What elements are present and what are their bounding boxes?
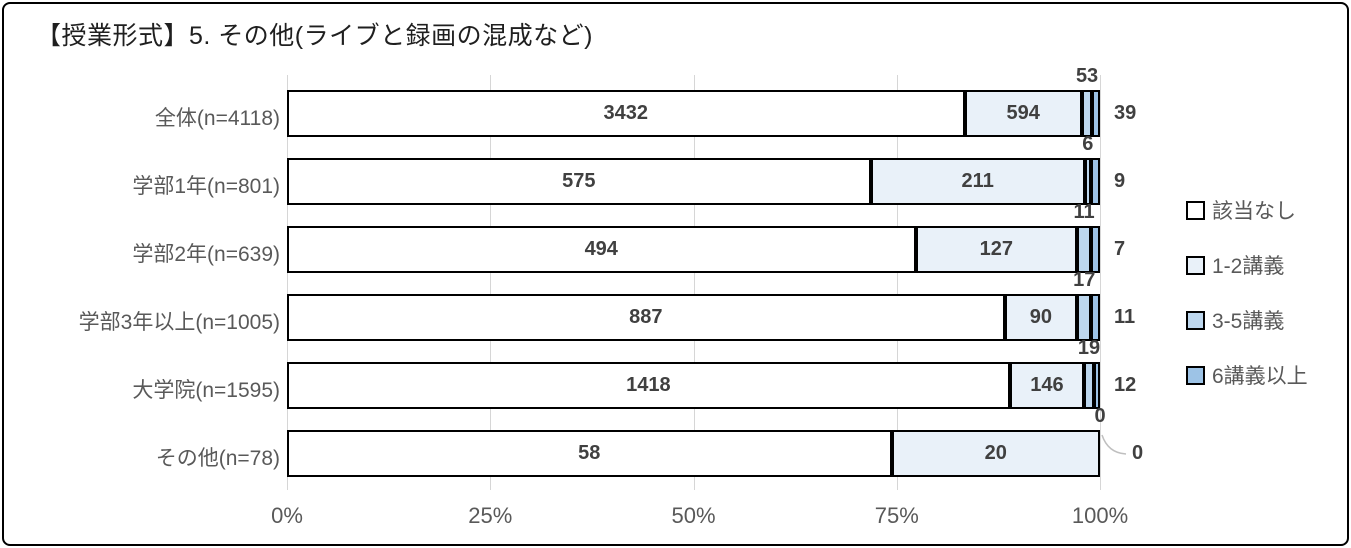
bar-segment-該当なし (287, 430, 892, 477)
legend-swatch-icon (1186, 255, 1205, 275)
category-label: 学部2年(n=639) (132, 242, 280, 266)
bar-value-label-above: 17 (1073, 269, 1096, 291)
bar-value-label: 575 (562, 170, 596, 192)
bar-value-label-right: 7 (1114, 237, 1126, 260)
bar-value-label: 146 (1030, 374, 1064, 396)
legend-swatch-icon (1186, 200, 1205, 220)
bar-value-label: 127 (979, 238, 1013, 260)
bar-segment-6講義以上 (1091, 226, 1100, 273)
bar-value-label: 3432 (603, 102, 649, 124)
bar-row: 494 127 (287, 226, 1100, 273)
bar-value-label: 494 (584, 238, 618, 260)
bar-segment-3-5講義 (1084, 158, 1091, 205)
bar-segment-6講義以上 (1093, 362, 1100, 409)
bar-segment-3-5講義 (1077, 226, 1092, 273)
bar-value-label: 887 (629, 306, 663, 328)
legend-label: 該当なし (1212, 200, 1296, 223)
bar-value-label: 58 (578, 442, 601, 464)
bar-segment-該当なし (287, 294, 1005, 341)
bar-value-label-right: 39 (1114, 101, 1137, 124)
bar-value-label-above: 0 (1094, 405, 1106, 427)
bar-segment-1-2講義 (870, 158, 1085, 205)
category-label: その他(n=78) (155, 446, 280, 470)
bar-segment-1-2講義 (891, 430, 1100, 477)
gridline (287, 75, 288, 490)
category-label: 学部1年(n=801) (132, 174, 280, 198)
bar-segment-6講義以上 (1091, 294, 1100, 341)
bar-value-label: 594 (1006, 102, 1040, 124)
bar-value-label-right: 12 (1114, 373, 1137, 396)
bar-row: 1418 146 (287, 362, 1100, 409)
category-label: 大学院(n=1595) (132, 378, 280, 402)
bar-value-label: 20 (984, 442, 1007, 464)
plot-area: 3432 594 53 39 575 211 6 9 494 127 11 7 887 90 17 11 141… (287, 65, 1143, 490)
bar-row: 3432 594 (287, 90, 1100, 137)
legend-swatch-icon (1186, 365, 1205, 385)
category-label: 全体(n=4118) (154, 106, 280, 130)
gridline (896, 75, 898, 490)
legend-label: 3-5講義 (1212, 310, 1285, 333)
legend-item: 1-2講義 (1186, 253, 1308, 278)
bar-row: 887 90 (287, 294, 1100, 341)
bar-value-label: 211 (961, 170, 994, 192)
chart-title: 【授業形式】5. その他(ライブと録画の混成など) (36, 22, 593, 50)
bar-value-label-above: 19 (1077, 337, 1101, 359)
legend-label: 1-2講義 (1212, 255, 1285, 278)
bar-segment-1-2講義 (915, 226, 1078, 273)
x-axis-tick: 75% (874, 503, 919, 528)
gridline (490, 75, 492, 490)
bar-row: 575 211 (287, 158, 1100, 205)
bar-segment-該当なし (287, 158, 871, 205)
bar-segment-6講義以上 (1092, 90, 1100, 137)
bar-value-label-right: 9 (1114, 169, 1126, 192)
legend-item: 6講義以上 (1186, 363, 1308, 388)
bar-segment-3-5講義 (1084, 362, 1094, 409)
bar-segment-1-2講義 (1009, 362, 1085, 409)
bar-value-label: 1418 (626, 374, 671, 396)
legend-item: 3-5講義 (1186, 308, 1308, 333)
bar-segment-1-2講義 (1004, 294, 1078, 341)
legend: 該当なし 1-2講義 3-5講義 6講義以上 (1186, 198, 1308, 418)
bar-segment-該当なし (287, 90, 965, 137)
bar-value-label-right: 11 (1114, 305, 1136, 328)
bar-segment-該当なし (287, 226, 916, 273)
x-axis-tick: 0% (271, 503, 303, 528)
legend-label: 6講義以上 (1212, 365, 1308, 388)
x-axis-tick: 50% (671, 503, 716, 528)
x-axis: 0% 25% 50% 75% 100% (271, 503, 1128, 533)
bar-value-label: 90 (1029, 306, 1053, 328)
gridline (1100, 75, 1101, 490)
bar-segment-3-5講義 (1081, 90, 1093, 137)
legend-swatch-icon (1186, 310, 1205, 330)
legend-item: 該当なし (1186, 198, 1308, 223)
bar-value-label-right: 0 (1132, 441, 1144, 464)
category-label: 学部3年以上(n=1005) (78, 310, 280, 334)
gridline (693, 75, 695, 490)
bar-segment-1-2講義 (964, 90, 1082, 137)
x-axis-tick: 25% (468, 503, 513, 528)
x-axis-tick: 100% (1071, 503, 1129, 528)
bar-segment-該当なし (287, 362, 1010, 409)
bar-segment-3-5講義 (1077, 294, 1092, 341)
bar-value-label-above: 11 (1073, 201, 1095, 223)
bar-segment-6講義以上 (1090, 158, 1100, 205)
bar-value-label-above: 6 (1082, 133, 1094, 155)
bar-value-label-above: 53 (1075, 65, 1099, 87)
bar-row: 58 20 (287, 430, 1100, 477)
